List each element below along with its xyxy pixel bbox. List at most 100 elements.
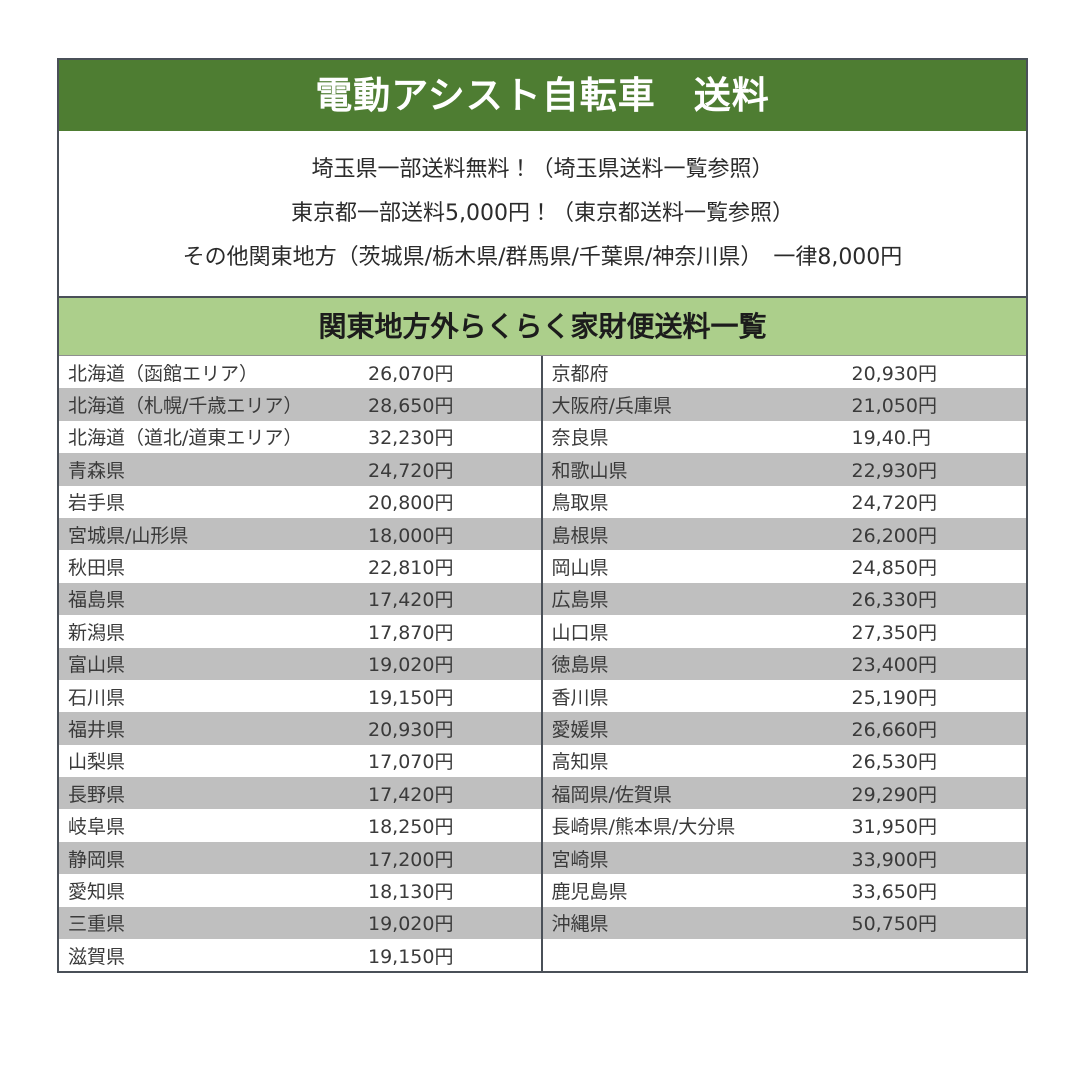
region-label: 愛媛県 [551, 718, 609, 741]
region-label: 福島県 [68, 589, 126, 612]
shipping-fee-value: 23,400円 [851, 654, 937, 677]
fee-grid: 北海道（函館エリア） 26,070円 北海道（札幌/千歳エリア） 28,650円 北海道… [59, 356, 1026, 972]
shipping-fee-value: 19,150円 [368, 945, 454, 968]
table-row: 山梨県 17,070円 [59, 744, 541, 778]
region-label: 和歌山県 [551, 459, 628, 482]
table-row [542, 939, 1026, 972]
table-row: 宮城県/山形県 18,000円 [59, 517, 541, 551]
table-row: 京都府 20,930円 [542, 356, 1026, 389]
table-row: 鳥取県 24,720円 [542, 485, 1026, 518]
table-row: 秋田県 22,810円 [59, 550, 541, 583]
region-label: 京都府 [551, 362, 609, 385]
shipping-fee-value: 17,420円 [368, 589, 454, 612]
table-row: 北海道（函館エリア） 26,070円 [59, 356, 541, 389]
table-row: 香川県 25,190円 [542, 679, 1026, 713]
shipping-fee-value: 24,720円 [368, 459, 454, 482]
table-row: 長崎県/熊本県/大分県 31,950円 [542, 809, 1026, 842]
region-label: 島根県 [551, 524, 609, 547]
region-label: 岡山県 [551, 557, 609, 580]
shipping-fee-value: 20,800円 [368, 492, 454, 515]
table-row: 大阪府/兵庫県 21,050円 [542, 388, 1026, 421]
table-row: 滋賀県 19,150円 [59, 939, 541, 972]
shipping-fee-value: 19,40.円 [851, 427, 931, 450]
shipping-fee-value: 24,720円 [851, 492, 937, 515]
region-label: 北海道（道北/道東エリア） [68, 427, 303, 450]
table-row: 沖縄県 50,750円 [542, 906, 1026, 940]
region-label: 静岡県 [68, 848, 126, 871]
table-row: 北海道（道北/道東エリア） 32,230円 [59, 420, 541, 454]
shipping-fee-value: 26,330円 [851, 589, 937, 612]
table-row: 奈良県 19,40.円 [542, 420, 1026, 454]
notice-line-other-kanto: その他関東地方（茨城県/栃木県/群馬県/千葉県/神奈川県） 一律8,000円 [182, 245, 903, 270]
shipping-fee-value: 26,200円 [851, 524, 937, 547]
region-label: 岩手県 [68, 492, 126, 515]
shipping-fee-value: 26,530円 [851, 751, 937, 774]
region-label: 富山県 [68, 654, 126, 677]
table-row: 高知県 26,530円 [542, 744, 1026, 778]
shipping-fee-value: 29,290円 [851, 783, 937, 806]
table-row: 岐阜県 18,250円 [59, 809, 541, 842]
shipping-fee-value: 19,020円 [368, 654, 454, 677]
shipping-fee-value: 19,020円 [368, 913, 454, 936]
notice-line-saitama: 埼玉県一部送料無料！（埼玉県送料一覧参照） [311, 157, 774, 182]
section-title-outside-kanto: 関東地方外らくらく家財便送料一覧 [59, 298, 1026, 356]
shipping-fee-value: 32,230円 [368, 427, 454, 450]
region-label: 大阪府/兵庫県 [551, 395, 672, 418]
region-label: 滋賀県 [68, 945, 126, 968]
shipping-fee-table: 電動アシスト自転車 送料 埼玉県一部送料無料！（埼玉県送料一覧参照） 東京都一部… [57, 58, 1028, 974]
table-row: 島根県 26,200円 [542, 517, 1026, 551]
region-label: 沖縄県 [551, 913, 609, 936]
table-row: 新潟県 17,870円 [59, 615, 541, 648]
shipping-fee-value: 33,900円 [851, 848, 937, 871]
shipping-fee-value: 25,190円 [851, 686, 937, 709]
shipping-fee-value: 17,200円 [368, 848, 454, 871]
region-label: 鹿児島県 [551, 880, 628, 903]
region-label: 北海道（札幌/千歳エリア） [68, 395, 303, 418]
region-label: 福岡県/佐賀県 [551, 783, 672, 806]
region-label: 広島県 [551, 589, 609, 612]
shipping-fee-value: 19,150円 [368, 686, 454, 709]
region-label: 岐阜県 [68, 816, 126, 839]
fee-column-left: 北海道（函館エリア） 26,070円 北海道（札幌/千歳エリア） 28,650円 北海道… [59, 356, 543, 972]
region-label: 愛知県 [68, 880, 126, 903]
shipping-fee-value: 22,930円 [851, 459, 937, 482]
shipping-fee-value: 18,130円 [368, 880, 454, 903]
shipping-fee-value: 26,660円 [851, 718, 937, 741]
region-label: 石川県 [68, 686, 126, 709]
table-row: 鹿児島県 33,650円 [542, 874, 1026, 907]
table-row: 富山県 19,020円 [59, 647, 541, 680]
table-row: 青森県 24,720円 [59, 453, 541, 486]
table-row: 福井県 20,930円 [59, 712, 541, 745]
table-row: 愛媛県 26,660円 [542, 712, 1026, 745]
table-row: 宮崎県 33,900円 [542, 841, 1026, 875]
region-label: 高知県 [551, 751, 609, 774]
region-label: 徳島県 [551, 654, 609, 677]
region-label: 長崎県/熊本県/大分県 [551, 816, 736, 839]
region-label: 奈良県 [551, 427, 609, 450]
table-row: 広島県 26,330円 [542, 582, 1026, 616]
shipping-fee-value: 18,000円 [368, 524, 454, 547]
shipping-fee-value: 24,850円 [851, 557, 937, 580]
table-row: 三重県 19,020円 [59, 906, 541, 940]
region-label: 山口県 [551, 621, 609, 644]
shipping-fee-value: 28,650円 [368, 395, 454, 418]
shipping-fee-value: 17,870円 [368, 621, 454, 644]
region-label: 青森県 [68, 459, 126, 482]
notice-block: 埼玉県一部送料無料！（埼玉県送料一覧参照） 東京都一部送料5,000円！（東京都… [59, 131, 1026, 298]
table-row: 福島県 17,420円 [59, 582, 541, 616]
shipping-fee-value: 31,950円 [851, 816, 937, 839]
region-label: 福井県 [68, 718, 126, 741]
region-label: 三重県 [68, 913, 126, 936]
table-row: 岩手県 20,800円 [59, 485, 541, 518]
region-label: 長野県 [68, 783, 126, 806]
table-row: 北海道（札幌/千歳エリア） 28,650円 [59, 388, 541, 421]
table-row: 和歌山県 22,930円 [542, 453, 1026, 486]
table-row: 山口県 27,350円 [542, 615, 1026, 648]
shipping-fee-value: 26,070円 [368, 362, 454, 385]
shipping-fee-value: 18,250円 [368, 816, 454, 839]
shipping-fee-value: 21,050円 [851, 395, 937, 418]
region-label: 香川県 [551, 686, 609, 709]
table-row: 長野県 17,420円 [59, 777, 541, 810]
shipping-fee-value: 50,750円 [851, 913, 937, 936]
region-label: 鳥取県 [551, 492, 609, 515]
